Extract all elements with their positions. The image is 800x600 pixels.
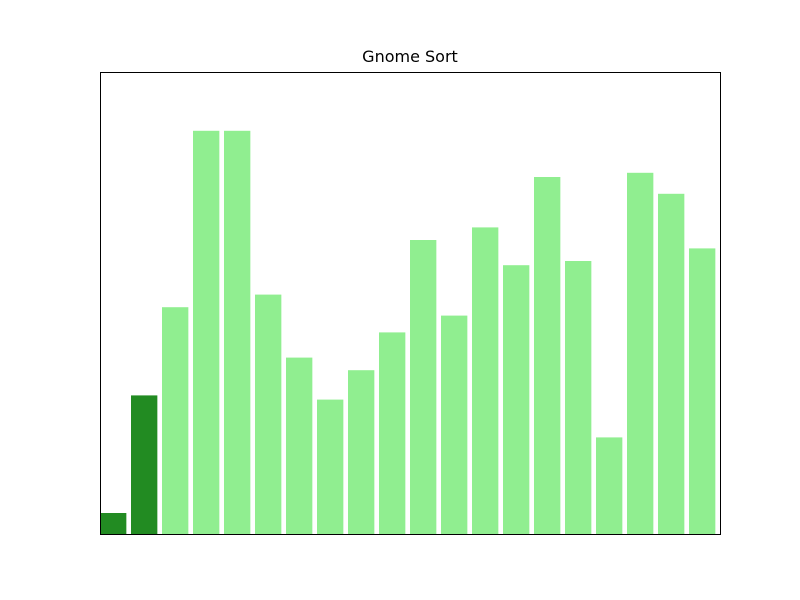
bar-18 <box>627 172 654 535</box>
bar-19 <box>658 193 685 535</box>
bar-10 <box>379 332 406 534</box>
chart-title: Gnome Sort <box>362 47 458 66</box>
bar-3 <box>162 307 189 534</box>
bars-group <box>100 130 716 535</box>
bar-2 <box>131 395 158 534</box>
bar-6 <box>255 294 282 534</box>
bar-15 <box>534 177 561 534</box>
bar-4 <box>193 130 220 535</box>
bar-12 <box>441 315 468 534</box>
bar-8 <box>317 399 344 534</box>
bar-7 <box>286 357 313 534</box>
bar-13 <box>472 227 499 534</box>
bar-5 <box>224 130 251 535</box>
axes-frame <box>100 72 721 535</box>
bar-16 <box>565 261 592 534</box>
bar-1 <box>100 513 127 534</box>
bar-11 <box>410 240 437 534</box>
bar-14 <box>503 265 530 534</box>
bar-9 <box>348 370 375 534</box>
bar-20 <box>689 248 716 534</box>
bar-17 <box>596 437 623 534</box>
